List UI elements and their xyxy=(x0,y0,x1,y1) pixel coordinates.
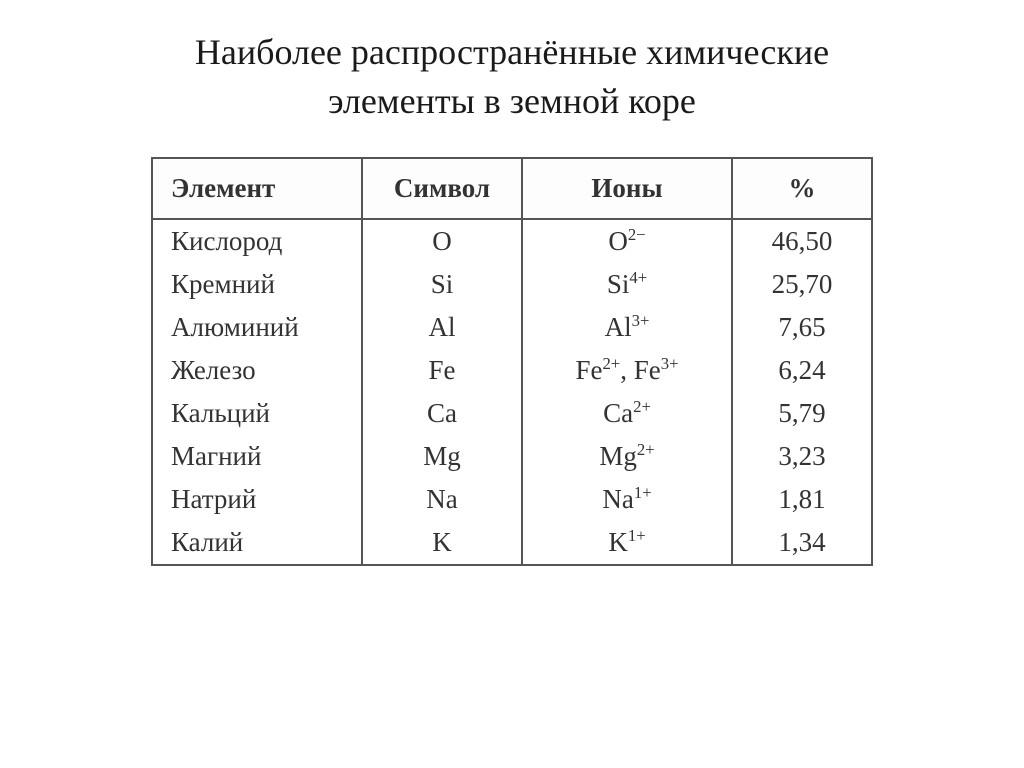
cell-percent: 1,34 xyxy=(732,521,872,565)
table-row: Кремний Si Si4+ 25,70 xyxy=(152,263,872,306)
elements-table: Элемент Символ Ионы % Кислород O O2− 46,… xyxy=(151,157,873,566)
cell-symbol: K xyxy=(362,521,522,565)
cell-symbol: Na xyxy=(362,478,522,521)
cell-element: Кальций xyxy=(152,392,362,435)
cell-percent: 1,81 xyxy=(732,478,872,521)
cell-symbol: Mg xyxy=(362,435,522,478)
table-row: Магний Mg Mg2+ 3,23 xyxy=(152,435,872,478)
table-header-row: Элемент Символ Ионы % xyxy=(152,158,872,219)
table-row: Кальций Ca Ca2+ 5,79 xyxy=(152,392,872,435)
col-header-ions: Ионы xyxy=(522,158,732,219)
table-container: Элемент Символ Ионы % Кислород O O2− 46,… xyxy=(151,157,873,566)
cell-element: Алюминий xyxy=(152,306,362,349)
cell-symbol: O xyxy=(362,219,522,263)
cell-symbol: Fe xyxy=(362,349,522,392)
cell-ions: Si4+ xyxy=(522,263,732,306)
cell-ions: Mg2+ xyxy=(522,435,732,478)
table-row: Железо Fe Fe2+, Fe3+ 6,24 xyxy=(152,349,872,392)
cell-element: Калий xyxy=(152,521,362,565)
page-title: Наиболее распространённые химические эле… xyxy=(195,28,829,125)
cell-element: Кремний xyxy=(152,263,362,306)
table-row: Алюминий Al Al3+ 7,65 xyxy=(152,306,872,349)
col-header-percent: % xyxy=(732,158,872,219)
title-line-1: Наиболее распространённые химические xyxy=(195,32,829,72)
cell-ions: Na1+ xyxy=(522,478,732,521)
table-row: Калий K K1+ 1,34 xyxy=(152,521,872,565)
cell-percent: 5,79 xyxy=(732,392,872,435)
cell-ions: O2− xyxy=(522,219,732,263)
cell-ions: Ca2+ xyxy=(522,392,732,435)
cell-element: Натрий xyxy=(152,478,362,521)
cell-percent: 3,23 xyxy=(732,435,872,478)
cell-symbol: Al xyxy=(362,306,522,349)
cell-element: Кислород xyxy=(152,219,362,263)
title-line-2: элементы в земной коре xyxy=(328,81,696,121)
cell-symbol: Ca xyxy=(362,392,522,435)
table-row: Кислород O O2− 46,50 xyxy=(152,219,872,263)
cell-symbol: Si xyxy=(362,263,522,306)
cell-percent: 6,24 xyxy=(732,349,872,392)
cell-element: Магний xyxy=(152,435,362,478)
cell-percent: 7,65 xyxy=(732,306,872,349)
cell-percent: 25,70 xyxy=(732,263,872,306)
table-row: Натрий Na Na1+ 1,81 xyxy=(152,478,872,521)
cell-ions: K1+ xyxy=(522,521,732,565)
cell-element: Железо xyxy=(152,349,362,392)
col-header-symbol: Символ xyxy=(362,158,522,219)
cell-percent: 46,50 xyxy=(732,219,872,263)
col-header-element: Элемент xyxy=(152,158,362,219)
cell-ions: Fe2+, Fe3+ xyxy=(522,349,732,392)
cell-ions: Al3+ xyxy=(522,306,732,349)
